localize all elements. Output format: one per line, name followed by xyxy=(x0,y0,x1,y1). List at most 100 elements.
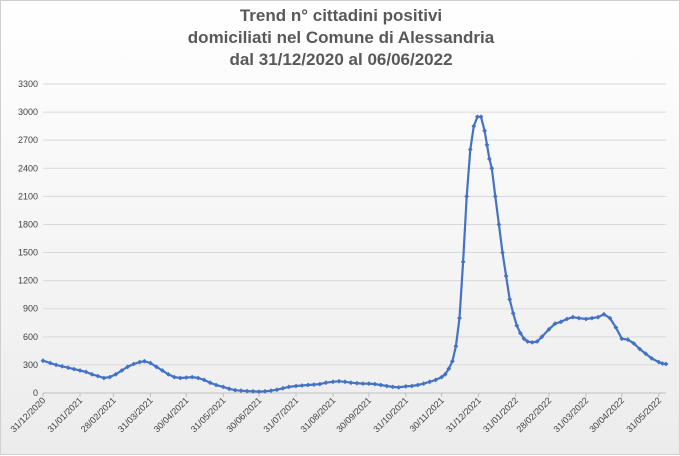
data-point xyxy=(510,311,516,316)
data-point xyxy=(40,358,46,364)
data-point xyxy=(403,384,409,389)
x-tick-label: 31/01/2021 xyxy=(45,395,84,434)
x-tick-label: 30/11/2021 xyxy=(408,395,446,433)
data-point xyxy=(323,380,329,386)
data-point xyxy=(427,379,433,385)
data-point xyxy=(625,337,631,342)
data-point xyxy=(467,147,473,152)
data-point xyxy=(53,362,59,368)
data-point xyxy=(154,364,159,370)
data-point xyxy=(570,314,576,320)
data-point xyxy=(525,339,530,344)
data-point xyxy=(274,387,280,393)
chart-title-line-2: domiciliati nel Comune di Alessandria xyxy=(187,28,495,47)
data-point xyxy=(521,336,527,342)
data-point xyxy=(101,375,107,381)
data-point xyxy=(336,378,342,384)
data-point xyxy=(496,222,502,227)
data-point xyxy=(507,297,513,302)
data-point xyxy=(415,382,421,388)
data-point xyxy=(439,374,444,380)
data-point xyxy=(189,374,195,380)
data-point xyxy=(576,315,582,321)
data-point xyxy=(487,156,492,162)
data-point xyxy=(311,382,317,387)
x-tick-labels: 31/12/202031/01/202128/02/202131/03/2021… xyxy=(8,395,663,434)
data-point xyxy=(59,363,65,369)
data-point xyxy=(220,384,226,390)
data-point xyxy=(137,359,143,365)
data-point xyxy=(232,387,238,393)
data-point xyxy=(77,368,83,373)
x-tick-label: 31/12/2021 xyxy=(444,395,483,434)
data-point xyxy=(478,114,484,120)
marker-layer xyxy=(40,114,669,394)
y-tick-label: 2400 xyxy=(18,163,38,173)
data-point xyxy=(613,325,619,330)
data-point xyxy=(207,380,213,386)
data-point xyxy=(450,358,455,364)
data-point xyxy=(131,361,137,367)
y-tick-labels: 0 300 600 900 1200 1500 1800 2100 2400 2700 3000 33… xyxy=(18,79,38,398)
data-point xyxy=(107,374,113,380)
data-point xyxy=(256,389,262,394)
x-tick-label: 31/01/2022 xyxy=(481,395,520,434)
data-point xyxy=(286,384,292,390)
data-point xyxy=(433,377,439,383)
data-point xyxy=(583,316,589,322)
data-point xyxy=(489,165,495,171)
data-point xyxy=(546,326,552,332)
data-point xyxy=(460,259,466,265)
data-point xyxy=(119,368,125,373)
y-tick-label: 300 xyxy=(23,360,38,370)
data-point xyxy=(471,123,477,129)
data-point xyxy=(226,386,232,392)
data-point xyxy=(589,315,595,321)
data-point xyxy=(482,128,487,134)
data-point xyxy=(177,375,183,381)
x-tick-label: 31/08/2021 xyxy=(299,395,338,434)
data-point xyxy=(442,371,448,377)
data-point xyxy=(492,194,498,199)
data-point xyxy=(637,346,643,352)
data-point xyxy=(656,359,662,365)
data-point xyxy=(238,388,244,394)
data-point xyxy=(514,323,520,328)
data-point xyxy=(500,250,505,255)
data-point xyxy=(330,379,336,385)
x-tick-label: 28/02/2022 xyxy=(515,395,554,434)
data-point xyxy=(475,114,480,120)
data-point xyxy=(595,314,601,320)
data-point xyxy=(518,330,523,336)
x-tick-label: 31/05/2021 xyxy=(189,395,228,434)
data-point xyxy=(649,356,655,361)
y-tick-label: 1500 xyxy=(18,248,38,258)
data-point xyxy=(384,383,390,389)
data-point xyxy=(213,382,219,388)
data-point xyxy=(378,382,384,388)
data-point xyxy=(484,142,490,148)
data-point xyxy=(360,381,366,386)
y-tick-label: 2700 xyxy=(18,135,38,145)
x-tick-label: 30/04/2021 xyxy=(152,395,191,434)
data-point xyxy=(348,380,354,386)
data-point xyxy=(171,374,177,380)
data-point xyxy=(396,385,402,390)
data-point xyxy=(643,351,649,357)
data-point xyxy=(354,380,360,386)
data-point xyxy=(342,379,348,385)
data-point xyxy=(183,375,189,380)
data-point xyxy=(558,319,564,325)
data-point xyxy=(125,364,131,370)
data-point xyxy=(47,360,53,366)
chart-title: Trend n° cittadini positivi domiciliati … xyxy=(1,5,680,71)
data-point xyxy=(552,321,558,327)
data-point xyxy=(262,388,268,394)
data-point xyxy=(83,369,89,375)
data-point xyxy=(539,334,545,340)
x-tick-label: 31/03/2021 xyxy=(116,395,155,434)
data-point xyxy=(607,315,613,321)
data-point xyxy=(390,384,396,390)
x-tick-label: 30/04/2022 xyxy=(587,395,626,434)
axis-layer xyxy=(42,392,666,397)
